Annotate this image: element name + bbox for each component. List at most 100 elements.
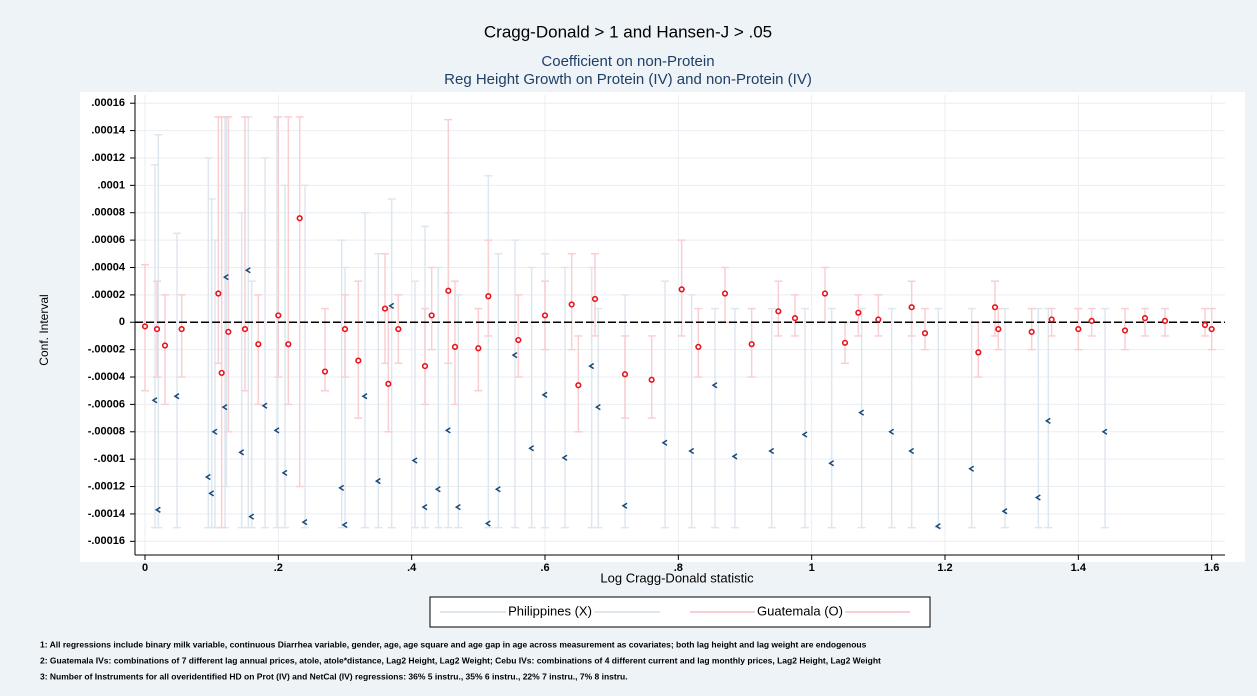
- y-tick-label: -.0001: [94, 453, 125, 465]
- point: [1028, 328, 1035, 335]
- note: 2: Guatemala IVs: combinations of 7 diff…: [40, 655, 881, 665]
- point: [238, 449, 245, 456]
- error-bar: [827, 307, 836, 529]
- point: [888, 428, 895, 435]
- error-bar: [591, 253, 599, 337]
- point: [1161, 317, 1169, 324]
- error-bar: [1141, 307, 1149, 337]
- error-bar: [241, 116, 249, 392]
- point: [968, 465, 975, 472]
- point: [1075, 326, 1082, 333]
- error-bar: [484, 175, 493, 529]
- point: [248, 513, 255, 520]
- point: [321, 368, 329, 375]
- error-bar: [494, 253, 503, 529]
- point: [434, 486, 441, 493]
- error-bar: [874, 294, 883, 337]
- note: 1: All regressions include binary milk v…: [40, 639, 867, 649]
- point: [858, 409, 865, 416]
- point: [388, 302, 395, 309]
- point: [421, 503, 428, 511]
- point: [341, 326, 349, 333]
- point: [445, 287, 452, 294]
- point: [1101, 428, 1108, 435]
- point: [161, 342, 169, 349]
- subtitle: Coefficient on non-Protein: [541, 53, 714, 70]
- point: [678, 286, 685, 293]
- error-bar: [284, 116, 293, 406]
- point: [484, 520, 491, 527]
- error-bar: [484, 239, 493, 337]
- point: [594, 404, 601, 411]
- point: [244, 267, 251, 274]
- point: [338, 484, 345, 492]
- point: [141, 323, 149, 330]
- error-bar: [801, 307, 809, 529]
- point: [921, 330, 929, 337]
- y-tick-label: -.00002: [88, 344, 125, 356]
- subtitle: Reg Height Growth on Protein (IV) and no…: [444, 71, 812, 88]
- point: [575, 382, 582, 389]
- error-bar: [921, 307, 929, 351]
- error-bar: [561, 266, 569, 529]
- point: [591, 295, 599, 303]
- point: [821, 290, 829, 297]
- point: [695, 343, 702, 351]
- y-tick-label: -.00012: [88, 480, 125, 492]
- point: [218, 369, 225, 377]
- y-tick-label: .00016: [91, 97, 125, 109]
- point: [296, 215, 303, 222]
- error-bar: [887, 307, 896, 529]
- x-axis-label: Log Cragg-Donald statistic: [600, 570, 754, 585]
- y-tick-label: .00012: [91, 152, 125, 164]
- note: 3: Number of Instruments for all overide…: [40, 671, 628, 681]
- point: [261, 402, 268, 409]
- point: [374, 477, 381, 485]
- point: [211, 428, 218, 435]
- point: [475, 345, 482, 352]
- error-bar: [224, 116, 233, 433]
- y-tick-label: -.00004: [88, 371, 126, 383]
- point: [991, 304, 999, 311]
- error-bar: [514, 294, 523, 378]
- error-bar: [711, 307, 719, 529]
- x-tick-label: 0: [142, 562, 148, 574]
- point: [221, 404, 228, 411]
- point: [621, 502, 628, 509]
- point: [385, 380, 392, 387]
- point: [791, 315, 799, 322]
- point: [648, 376, 655, 383]
- point: [428, 312, 435, 319]
- point: [841, 339, 849, 346]
- point: [208, 490, 215, 497]
- point: [568, 301, 575, 308]
- point: [241, 326, 249, 333]
- point: [1048, 316, 1055, 323]
- error-bar: [731, 307, 739, 529]
- point: [801, 431, 808, 438]
- point: [225, 328, 232, 335]
- y-tick-label: -.00016: [88, 535, 125, 547]
- point: [688, 447, 695, 455]
- point: [1088, 317, 1095, 324]
- point: [341, 521, 348, 529]
- error-bar: [421, 307, 429, 406]
- point: [775, 308, 782, 315]
- y-tick-label: -.00014: [88, 508, 126, 520]
- x-tick-label: .8: [674, 562, 683, 574]
- y-axis-label: Conf. Interval: [37, 294, 51, 365]
- x-tick-label: 1.2: [937, 562, 952, 574]
- point: [995, 326, 1002, 333]
- error-bar: [1034, 307, 1043, 529]
- point: [908, 304, 915, 311]
- point: [768, 447, 775, 455]
- error-bar: [687, 294, 696, 529]
- point: [1044, 417, 1051, 424]
- legend-label: Guatemala (O): [757, 603, 843, 618]
- chart-title: Cragg-Donald > 1 and Hansen-J > .05: [484, 22, 772, 41]
- point: [395, 326, 402, 333]
- point: [451, 343, 459, 351]
- error-bar: [387, 198, 396, 529]
- x-tick-label: .6: [540, 562, 549, 574]
